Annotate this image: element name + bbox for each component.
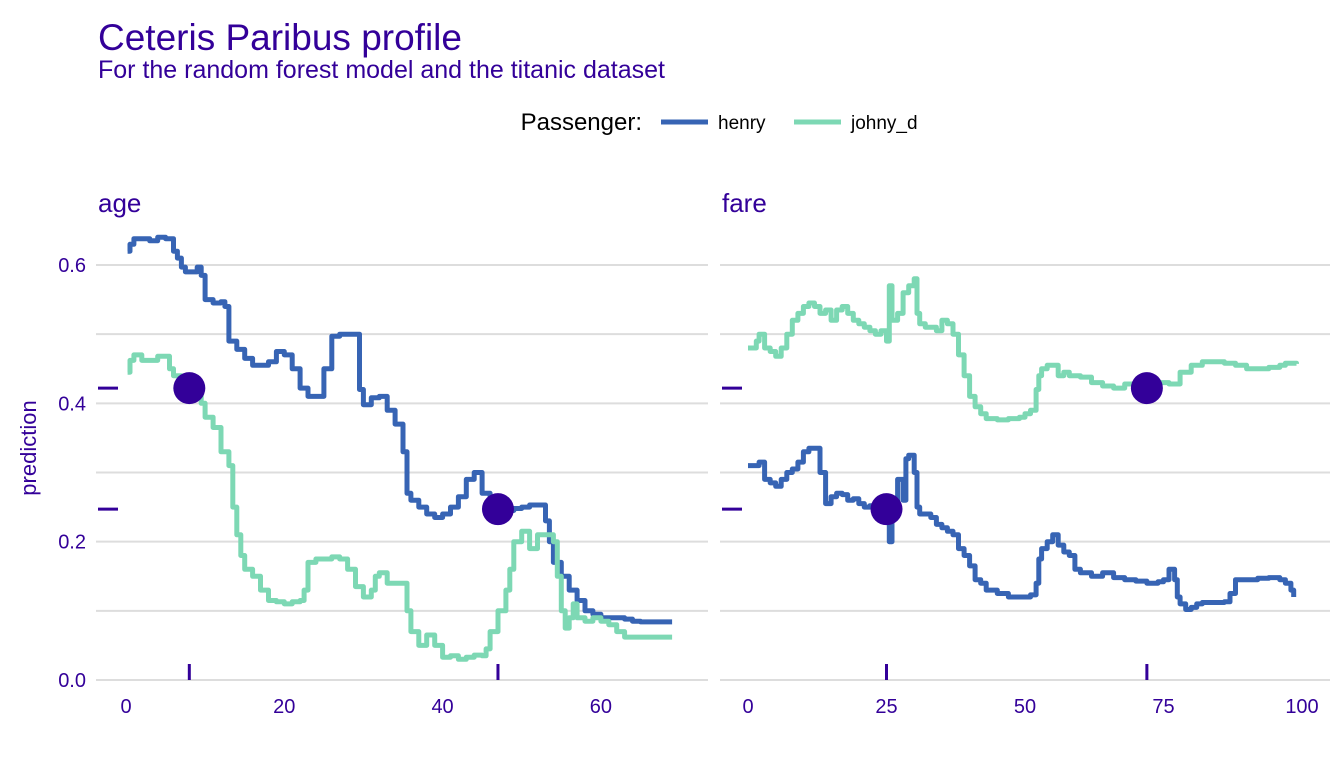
series-line-johny-d <box>748 276 1299 423</box>
chart-title: Ceteris Paribus profile <box>98 17 462 58</box>
x-tick-label: 20 <box>273 696 295 718</box>
y-tick-label: 0.2 <box>58 532 86 554</box>
panel-fare: fare 0 25 50 75 100 <box>720 188 1330 718</box>
series-line-henry <box>748 445 1297 612</box>
x-tick-label: 25 <box>875 696 897 718</box>
x-tick-label: 0 <box>120 696 131 718</box>
x-tick-label: 75 <box>1152 696 1174 718</box>
y-tick-label: 0.6 <box>58 255 86 277</box>
series-line-henry <box>127 234 673 625</box>
x-tick-label: 100 <box>1285 696 1318 718</box>
legend-title: Passenger: <box>521 109 642 136</box>
observation-point-johny-d <box>173 372 206 405</box>
y-axis-label: prediction <box>16 400 41 495</box>
strip-label-fare: fare <box>722 188 767 218</box>
legend-label-johny-d: johny_d <box>850 113 918 134</box>
series-line-johny-d <box>127 352 673 662</box>
observation-point-henry <box>481 493 514 526</box>
x-tick-label: 0 <box>742 696 753 718</box>
x-tick-label: 50 <box>1014 696 1036 718</box>
facet-panels: 0.0 0.2 0.4 0.6 age 0 20 40 60 fare 0 25 50 75 100 <box>58 188 1330 718</box>
observation-point-johny-d <box>1130 372 1163 405</box>
y-tick-label: 0.4 <box>58 393 86 415</box>
chart-subtitle: For the random forest model and the tita… <box>98 56 665 84</box>
strip-label-age: age <box>98 188 141 218</box>
panel-age: age 0 20 40 60 <box>96 188 708 718</box>
x-tick-label: 60 <box>590 696 612 718</box>
x-tick-label: 40 <box>431 696 453 718</box>
y-tick-label: 0.0 <box>58 670 86 692</box>
observation-point-henry <box>870 493 903 526</box>
legend-label-henry: henry <box>718 113 766 134</box>
legend: Passenger: henry johny_d <box>521 109 918 136</box>
